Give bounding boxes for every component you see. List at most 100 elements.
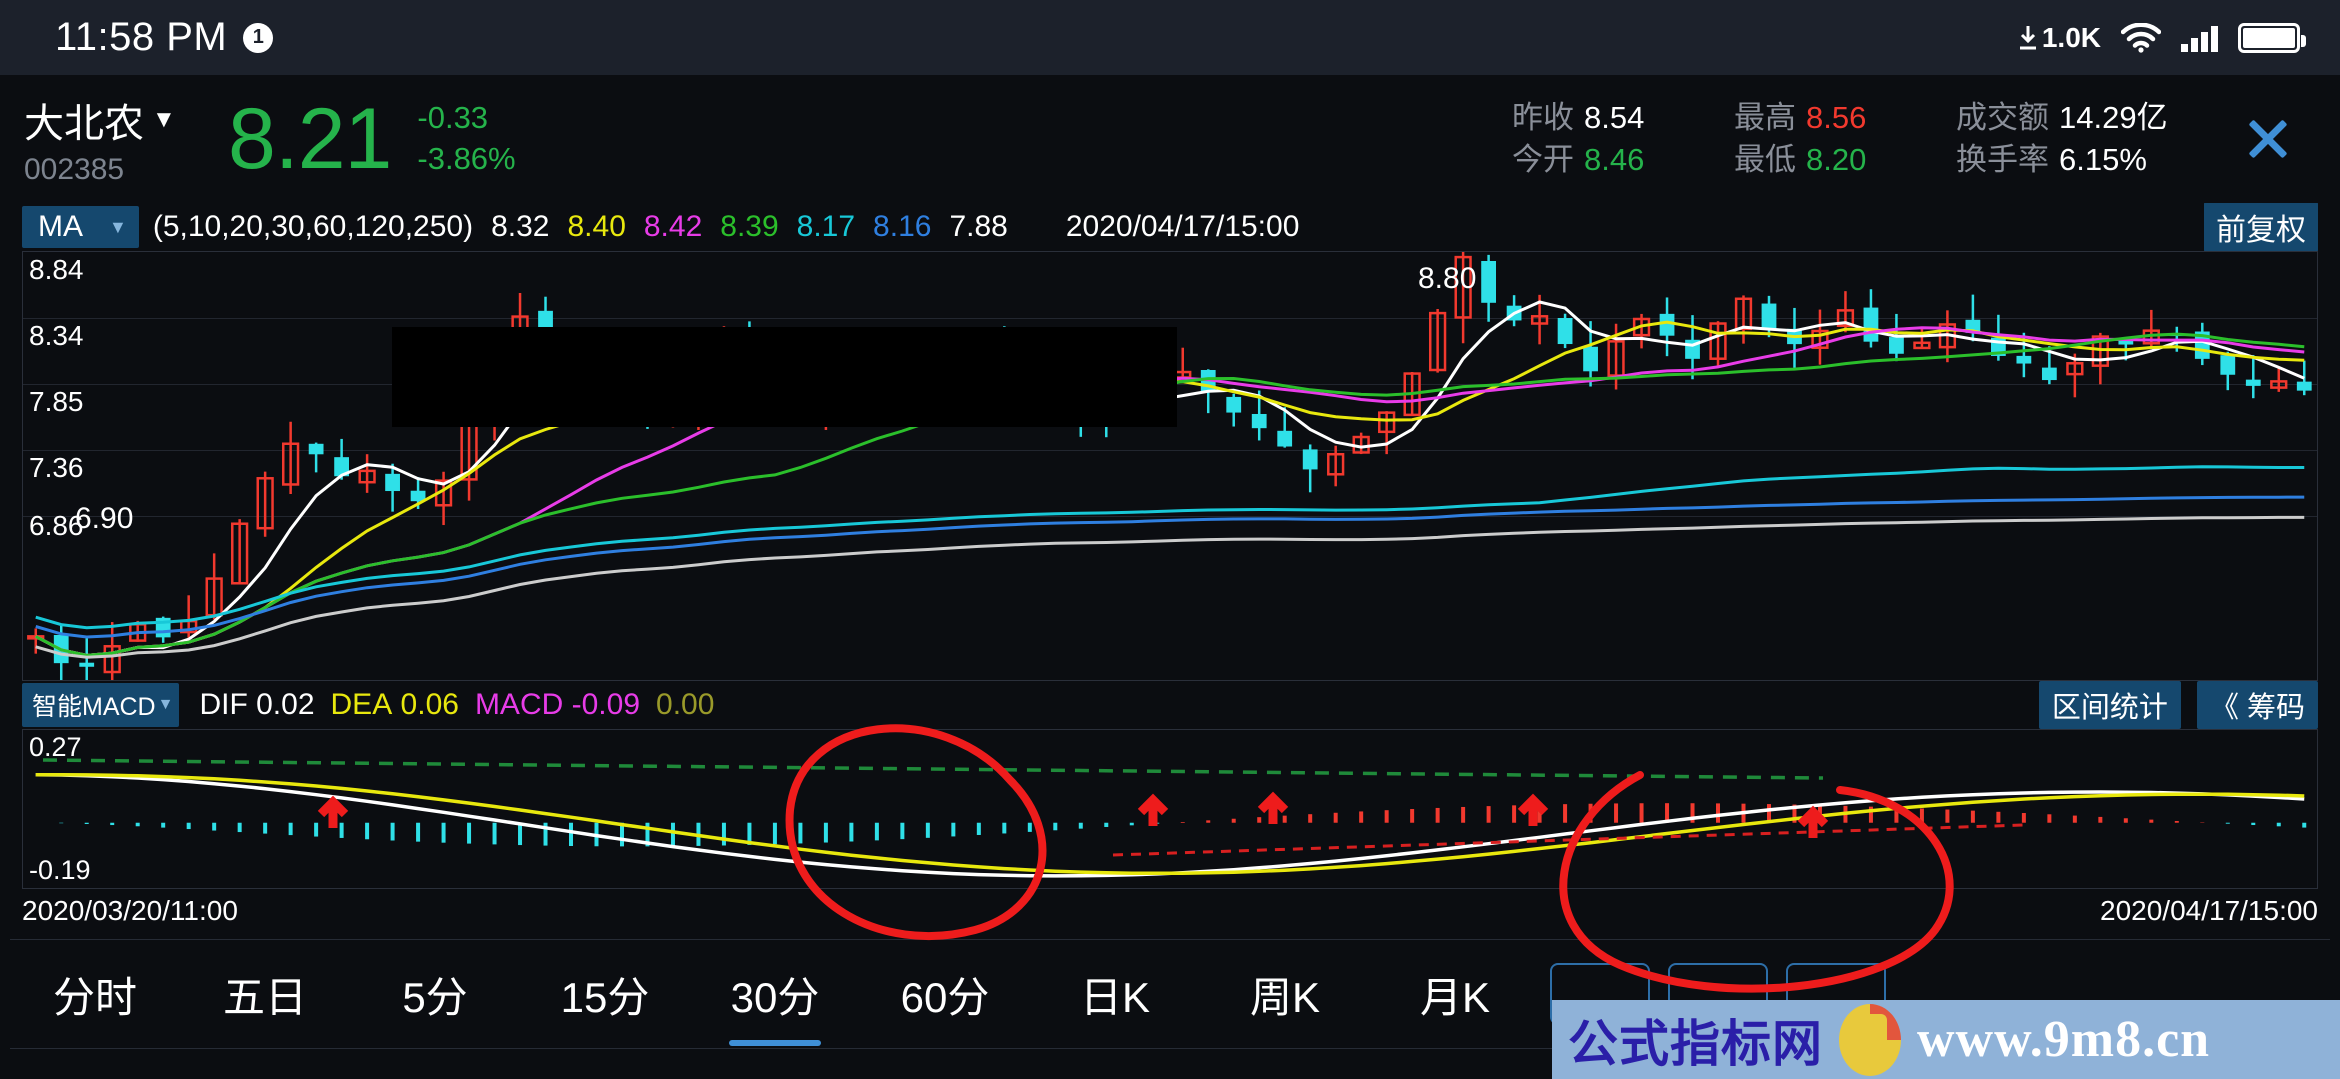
tab-monthk[interactable]: 月K xyxy=(1370,940,1540,1048)
stat-col-2: 最高 8.56 最低 8.20 xyxy=(1734,97,1956,180)
stat-col-1: 昨收 8.54 今开 8.46 xyxy=(1512,97,1734,180)
macd-axis-tick-top: 0.27 xyxy=(29,732,82,762)
chevron-down-icon[interactable]: ▼ xyxy=(109,216,127,237)
ma-indicator-row: MA ▼ (5,10,20,30,60,120,250) 8.32 8.40 8… xyxy=(0,202,2340,252)
stock-identity[interactable]: 大北农 ▼ 002385 xyxy=(24,91,214,187)
notification-badge-icon: 1 xyxy=(243,22,274,53)
tab-label: 周K xyxy=(1249,973,1320,1021)
stock-name: 大北农 xyxy=(24,102,144,146)
macd-indicator-selector[interactable]: 智能MACD ▼ xyxy=(22,683,180,727)
price-axis-tick: 7.36 xyxy=(29,452,84,483)
tab-30min[interactable]: 30分 xyxy=(690,940,860,1048)
stat-value: 8.20 xyxy=(1806,142,1867,177)
ma-value-20: 8.42 xyxy=(643,210,703,243)
price-chart[interactable]: 8.84 8.34 7.85 7.36 6.86 8.80 6.90 xyxy=(22,251,2318,681)
tab-15min[interactable]: 15分 xyxy=(520,940,690,1048)
battery-icon xyxy=(2238,22,2306,53)
ma-value-30: 8.39 xyxy=(720,210,779,243)
tab-wuri[interactable]: 五日 xyxy=(180,940,350,1048)
gridline xyxy=(23,318,2317,319)
macd-macd: MACD -0.09 xyxy=(475,688,640,722)
download-speed: 1.0K xyxy=(2017,22,2101,54)
ma-value-250: 7.88 xyxy=(949,210,1008,243)
ma-indicator-selector[interactable]: MA ▼ xyxy=(22,206,139,248)
macd-dea-value: 0.06 xyxy=(400,688,459,721)
quote-header: 大北农 ▼ 002385 8.21 -0.33 -3.86% 昨收 8.54 今开… xyxy=(0,75,2340,203)
stat-label: 今开 xyxy=(1512,142,1574,177)
price-axis-tick: 8.84 xyxy=(29,254,84,285)
macd-dif-value: 0.02 xyxy=(256,688,315,721)
crosshair-datetime: 2020/04/17/15:00 xyxy=(1065,210,1300,243)
gridline xyxy=(23,450,2317,451)
axis-end-datetime: 2020/04/17/15:00 xyxy=(2100,895,2318,926)
macd-macd-value: -0.09 xyxy=(571,688,641,721)
range-stats-button[interactable]: 区间统计 xyxy=(2038,681,2181,729)
tab-label: 分时 xyxy=(52,973,137,1021)
chevron-down-icon[interactable]: ▼ xyxy=(152,106,176,133)
status-bar: 11:58 PM 1 1.0K xyxy=(0,0,2340,75)
stock-name-row[interactable]: 大北农 ▼ xyxy=(24,91,214,149)
stat-value: 8.56 xyxy=(1806,100,1867,136)
stock-code: 002385 xyxy=(24,153,125,186)
tab-label: 15分 xyxy=(560,973,650,1021)
watermark-banner: 公式指标网 www.9m8.cn xyxy=(1552,1000,2340,1079)
chips-button[interactable]: 《 筹码 xyxy=(2196,681,2318,729)
high-price-label: 8.80 xyxy=(1418,262,1477,295)
quote-stats-grid: 昨收 8.54 今开 8.46 最高 8.56 最低 8.20 成交额 14.29亿 换手… xyxy=(1512,97,2214,180)
price-change-block: -0.33 -3.86% xyxy=(417,98,515,180)
macd-zero: 0.00 xyxy=(656,688,715,721)
stat-turnover-amount: 成交额 14.29亿 xyxy=(1956,97,2214,139)
tab-fenshi[interactable]: 分时 xyxy=(10,940,180,1048)
tab-label: 60分 xyxy=(900,973,990,1021)
macd-dea: DEA 0.06 xyxy=(331,688,459,722)
stat-label: 换手率 xyxy=(1956,142,2049,177)
price-change-pct: -3.86% xyxy=(417,141,516,176)
redaction-overlay xyxy=(392,327,1177,427)
status-bar-left: 11:58 PM 1 xyxy=(55,15,274,60)
stat-value: 6.15% xyxy=(2059,142,2147,177)
tab-label: 五日 xyxy=(222,973,307,1021)
stat-high: 最高 8.56 xyxy=(1734,97,1956,139)
macd-actions: 区间统计 《 筹码 xyxy=(2038,681,2318,729)
ma-indicator-label: MA xyxy=(38,210,83,243)
watermark-site-name: 公式指标网 xyxy=(1568,1015,1823,1072)
chevron-down-icon[interactable]: ▼ xyxy=(157,696,174,713)
stat-open: 今开 8.46 xyxy=(1512,139,1734,181)
tab-label: 月K xyxy=(1419,973,1490,1021)
price-axis-tick: 7.85 xyxy=(29,386,84,417)
watermark-url: www.9m8.cn xyxy=(1917,1011,2211,1068)
status-bar-right: 1.0K xyxy=(2017,22,2306,54)
time-axis-row: 2020/03/20/11:00 2020/04/17/15:00 xyxy=(22,889,2318,933)
last-price: 8.21 xyxy=(228,91,392,187)
ma-value-60: 8.17 xyxy=(796,210,856,243)
ma-value-5: 8.32 xyxy=(491,210,550,243)
stat-value: 14.29亿 xyxy=(2059,100,2168,136)
stat-value: 8.46 xyxy=(1584,142,1645,177)
stat-label: 最高 xyxy=(1734,100,1796,136)
macd-axis-tick-bottom: -0.19 xyxy=(29,855,91,885)
wifi-icon xyxy=(2121,22,2161,53)
close-icon[interactable] xyxy=(2236,107,2300,171)
tab-label: 日K xyxy=(1079,973,1150,1021)
stat-low: 最低 8.20 xyxy=(1734,139,1956,181)
stat-turnover-rate: 换手率 6.15% xyxy=(1956,139,2214,181)
macd-indicator-label: 智能MACD xyxy=(32,693,156,721)
ma-values: 8.32 8.40 8.42 8.39 8.17 8.16 7.88 xyxy=(491,210,1008,244)
price-axis-tick: 6.86 xyxy=(29,510,84,541)
stat-label: 昨收 xyxy=(1512,100,1574,136)
macd-chart-canvas xyxy=(35,758,2307,878)
macd-dif-label: DIF xyxy=(199,688,248,721)
macd-chart[interactable]: 0.27 -0.19 xyxy=(22,729,2318,889)
download-icon xyxy=(2019,25,2036,49)
tab-weekk[interactable]: 周K xyxy=(1200,940,1370,1048)
tab-label: 5分 xyxy=(402,973,468,1021)
ma-value-120: 8.16 xyxy=(873,210,932,243)
gridline xyxy=(23,516,2317,517)
stat-prev-close: 昨收 8.54 xyxy=(1512,97,1734,139)
price-axis-tick: 8.34 xyxy=(29,320,84,351)
adjust-price-button[interactable]: 前复权 xyxy=(2204,202,2318,252)
tab-60min[interactable]: 60分 xyxy=(860,940,1030,1048)
tab-5min[interactable]: 5分 xyxy=(350,940,520,1048)
signal-icon xyxy=(2181,24,2218,52)
tab-dayk[interactable]: 日K xyxy=(1030,940,1200,1048)
